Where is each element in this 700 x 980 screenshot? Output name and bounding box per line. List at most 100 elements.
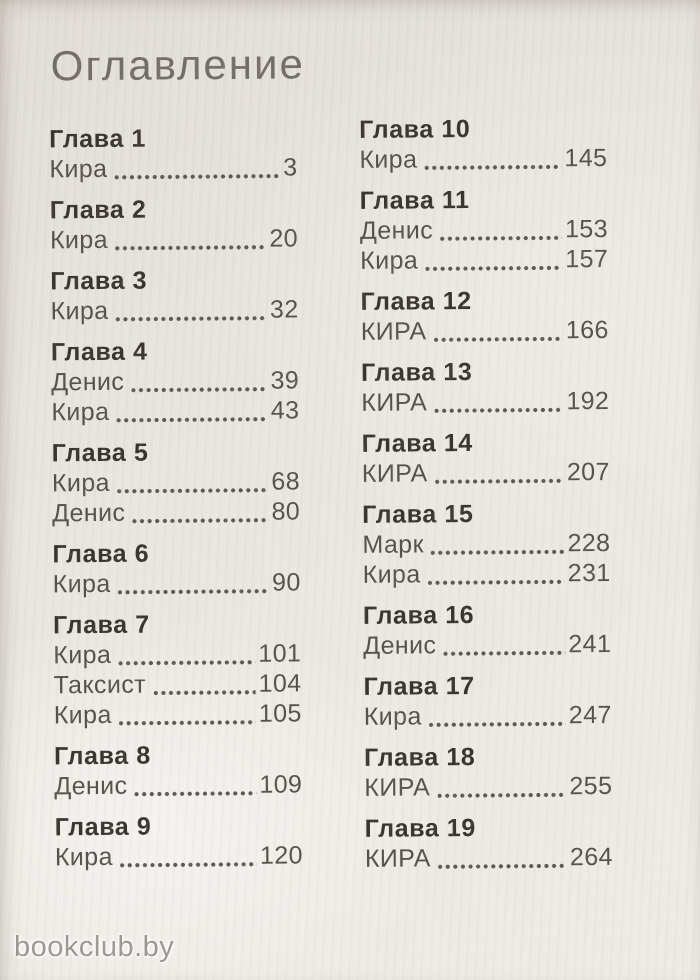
dot-leader-icon: [425, 261, 563, 272]
toc-entry-name: Кира: [360, 246, 419, 275]
toc-entry-name: Кира: [54, 842, 113, 872]
toc-entry-page: 157: [565, 244, 609, 274]
toc-entry-page: 43: [270, 396, 300, 425]
toc-chapter: Глава 19 КИРА 264: [365, 812, 613, 874]
toc-entry: Кира 32: [50, 294, 298, 326]
dot-leader-icon: [443, 646, 566, 657]
dot-leader-icon: [434, 474, 565, 485]
dot-leader-icon: [115, 311, 268, 322]
chapter-heading: Глава 13: [360, 358, 473, 387]
toc-entry: Денис 241: [363, 629, 611, 661]
chapter-heading: Глава 11: [359, 186, 470, 215]
toc-entry-name: Денис: [359, 216, 434, 245]
toc-entry: Денис 153: [360, 214, 608, 246]
toc-entry: Кира 157: [360, 244, 608, 276]
toc-entry-page: 228: [567, 528, 611, 558]
toc-entry: Кира 105: [54, 698, 302, 730]
dot-leader-icon: [114, 169, 281, 180]
toc-entry-name: Денис: [363, 631, 437, 660]
toc-chapter: Глава 2 Кира 20: [50, 193, 298, 255]
toc-chapter: Глава 15 Марк 228 Кира 231: [362, 498, 611, 590]
dot-leader-icon: [118, 715, 256, 726]
chapter-heading: Глава 14: [361, 429, 473, 458]
toc-chapter: Глава 13 КИРА 192: [361, 356, 609, 418]
toc-entry-name: КИРА: [364, 773, 431, 802]
toc-entry: Кира 120: [55, 840, 303, 872]
dot-leader-icon: [117, 584, 270, 595]
toc-entry-page: 101: [258, 639, 302, 668]
dot-leader-icon: [153, 685, 256, 696]
toc-entry-name: Таксист: [53, 670, 147, 700]
toc-entry: КИРА 207: [362, 457, 610, 489]
dot-leader-icon: [134, 786, 257, 797]
toc-entry-page: 80: [271, 497, 301, 526]
toc-entry: Кира 20: [50, 223, 298, 255]
toc-chapter: Глава 3 Кира 32: [50, 264, 298, 326]
chapter-heading: Глава 16: [362, 601, 475, 630]
toc-chapter: Глава 14 КИРА 207: [362, 427, 610, 489]
toc-entry-page: 264: [569, 842, 613, 872]
page-title: Оглавление: [50, 40, 306, 90]
toc-entry-name: Кира: [362, 560, 421, 589]
toc-column-right: Глава 10 Кира 145 Глава 11 Денис 153 Кир…: [359, 113, 613, 885]
toc-entry-page: 153: [564, 214, 609, 244]
toc-entry: Таксист 104: [53, 668, 301, 700]
dot-leader-icon: [131, 382, 268, 393]
dot-leader-icon: [114, 240, 267, 251]
toc-entry-name: КИРА: [361, 459, 428, 488]
toc-chapter: Глава 11 Денис 153 Кира 157: [360, 184, 609, 276]
toc-entry: КИРА 192: [361, 386, 609, 418]
toc-entry-name: Денис: [51, 367, 125, 397]
toc-entry: Кира 68: [52, 466, 300, 498]
toc-entry-name: Денис: [52, 498, 126, 528]
toc-entry: Кира 3: [49, 152, 297, 184]
dot-leader-icon: [132, 513, 269, 524]
toc-chapter: Глава 8 Денис 109: [54, 739, 302, 801]
chapter-heading: Глава 15: [362, 500, 474, 529]
toc-chapter: Глава 16 Денис 241: [363, 599, 611, 661]
toc-chapter: Глава 10 Кира 145: [359, 113, 607, 175]
toc-entry-page: 192: [566, 386, 610, 416]
toc-entry-page: 166: [565, 315, 609, 345]
toc-entry-page: 241: [568, 629, 612, 659]
chapter-heading: Глава 9: [54, 812, 152, 842]
dot-leader-icon: [116, 412, 268, 423]
toc-chapter: Глава 7 Кира 101 Таксист 104 Кира 105: [53, 608, 302, 730]
toc-entry-name: Кира: [49, 154, 108, 184]
toc-chapter: Глава 1 Кира 3: [49, 122, 297, 184]
chapter-heading: Глава 3: [50, 266, 148, 296]
toc-entry-page: 255: [569, 771, 613, 801]
chapter-heading: Глава 17: [363, 672, 475, 701]
chapter-heading: Глава 2: [49, 195, 147, 225]
toc-entry-name: КИРА: [361, 388, 428, 417]
toc-chapter: Глава 6 Кира 90: [52, 537, 300, 599]
watermark: bookclub.by: [14, 931, 175, 963]
toc-entry: Денис 39: [51, 365, 299, 397]
toc-entry-page: 104: [258, 669, 302, 698]
chapter-heading: Глава 6: [52, 539, 150, 569]
toc-chapter: Глава 4 Денис 39 Кира 43: [51, 335, 300, 427]
toc-entry-name: Кира: [52, 569, 111, 599]
toc-entry-name: Кира: [50, 296, 109, 326]
toc-entry: КИРА 264: [365, 842, 613, 874]
toc-entry: КИРА 255: [364, 771, 612, 803]
toc-entry-page: 247: [568, 700, 612, 730]
toc-chapter: Глава 17 Кира 247: [363, 670, 611, 732]
toc-chapter: Глава 12 КИРА 166: [360, 285, 608, 347]
chapter-heading: Глава 1: [49, 124, 147, 154]
toc-entry: Денис 109: [54, 769, 302, 801]
toc-entry-name: Кира: [49, 225, 109, 255]
toc-entry-page: 32: [269, 295, 299, 324]
chapter-heading: Глава 5: [51, 438, 149, 468]
toc-entry: Кира 247: [364, 700, 612, 732]
toc-entry-page: 3: [283, 153, 298, 182]
chapter-heading: Глава 10: [359, 115, 471, 144]
toc-entry-page: 20: [269, 224, 299, 253]
dot-leader-icon: [433, 332, 563, 343]
toc-chapter: Глава 18 КИРА 255: [364, 741, 612, 803]
toc-entry-name: Денис: [54, 771, 128, 801]
toc-entry-page: 231: [567, 558, 611, 588]
toc-entry-page: 39: [270, 366, 300, 395]
toc-entry: Марк 228: [362, 528, 610, 560]
